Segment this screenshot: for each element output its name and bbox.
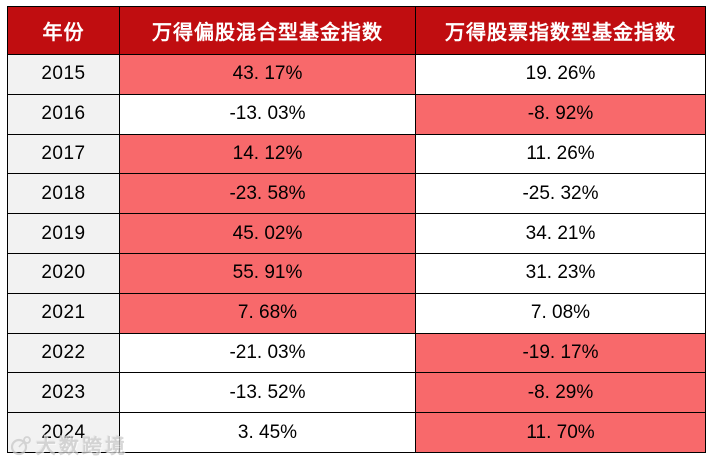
hybrid-index-value-cell: 3. 45% xyxy=(119,412,416,453)
table-row: 2022 -21. 03% -19. 17% xyxy=(7,332,706,374)
hybrid-index-value-cell: 43. 17% xyxy=(119,54,416,95)
table-row: 2021 7. 68% 7. 08% xyxy=(7,292,706,334)
stock-index-value-cell: -8. 29% xyxy=(415,372,706,414)
table-body: 2015 43. 17% 19. 26% 2016 -13. 03% -8. 92% 201… xyxy=(7,54,706,453)
stock-index-value-cell: 7. 08% xyxy=(415,292,706,334)
stock-index-value-cell: 11. 26% xyxy=(415,133,706,175)
hybrid-index-value-cell: 45. 02% xyxy=(119,213,416,254)
year-cell: 2024 xyxy=(7,412,120,453)
fund-index-returns-table: 年份 万得偏股混合型基金指数 万得股票指数型基金指数 2015 43. 17% 19… xyxy=(7,6,706,453)
table-row: 2020 55. 91% 31. 23% xyxy=(7,252,706,294)
stock-index-value-cell: -8. 92% xyxy=(415,93,706,135)
year-cell: 2016 xyxy=(7,93,120,135)
hybrid-index-value-cell: 14. 12% xyxy=(119,133,416,175)
header-row: 年份 万得偏股混合型基金指数 万得股票指数型基金指数 xyxy=(7,6,706,55)
table-row: 2023 -13. 52% -8. 29% xyxy=(7,372,706,414)
year-cell: 2020 xyxy=(7,252,120,294)
table-row: 2015 43. 17% 19. 26% xyxy=(7,54,706,95)
year-cell: 2019 xyxy=(7,213,120,254)
table-row: 2017 14. 12% 11. 26% xyxy=(7,133,706,175)
table-row: 2024 3. 45% 11. 70% xyxy=(7,412,706,453)
col-header-hybrid-fund-index: 万得偏股混合型基金指数 xyxy=(119,6,416,55)
hybrid-index-value-cell: -23. 58% xyxy=(119,173,416,215)
year-cell: 2023 xyxy=(7,372,120,414)
stock-index-value-cell: 31. 23% xyxy=(415,252,706,294)
hybrid-index-value-cell: 55. 91% xyxy=(119,252,416,294)
hybrid-index-value-cell: -13. 03% xyxy=(119,93,416,135)
year-cell: 2015 xyxy=(7,54,120,95)
year-cell: 2022 xyxy=(7,332,120,374)
stock-index-value-cell: 19. 26% xyxy=(415,54,706,95)
stock-index-value-cell: -19. 17% xyxy=(415,332,706,374)
stock-index-value-cell: -25. 32% xyxy=(415,173,706,215)
hybrid-index-value-cell: -13. 52% xyxy=(119,372,416,414)
stock-index-value-cell: 11. 70% xyxy=(415,412,706,453)
col-header-year: 年份 xyxy=(7,6,120,55)
year-cell: 2017 xyxy=(7,133,120,175)
hybrid-index-value-cell: 7. 68% xyxy=(119,292,416,334)
table-row: 2018 -23. 58% -25. 32% xyxy=(7,173,706,215)
table-row: 2019 45. 02% 34. 21% xyxy=(7,213,706,254)
col-header-stock-index-fund-index: 万得股票指数型基金指数 xyxy=(415,6,706,55)
year-cell: 2018 xyxy=(7,173,120,215)
stock-index-value-cell: 34. 21% xyxy=(415,213,706,254)
table-row: 2016 -13. 03% -8. 92% xyxy=(7,93,706,135)
table-header: 年份 万得偏股混合型基金指数 万得股票指数型基金指数 xyxy=(7,6,706,55)
hybrid-index-value-cell: -21. 03% xyxy=(119,332,416,374)
year-cell: 2021 xyxy=(7,292,120,334)
